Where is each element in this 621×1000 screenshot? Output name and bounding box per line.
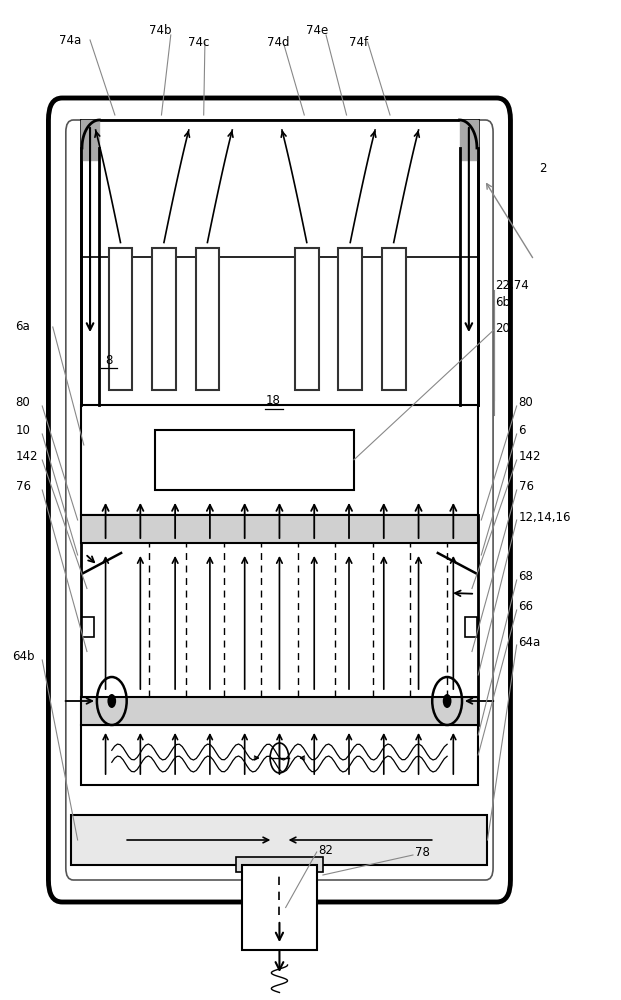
Text: 74e: 74e [306,23,328,36]
Text: 68: 68 [519,570,533,584]
FancyBboxPatch shape [48,98,510,902]
Text: 6: 6 [519,424,526,438]
Text: 6a: 6a [16,320,30,334]
Text: 64b: 64b [12,650,35,664]
Bar [81,120,478,405]
Text: 74f: 74f [349,35,368,48]
Text: 18: 18 [266,393,281,406]
Bar [71,815,487,865]
Bar [196,247,219,390]
Text: 142: 142 [16,450,38,464]
Text: 74d: 74d [267,35,289,48]
Text: 8: 8 [105,354,112,366]
Bar [338,247,362,390]
Text: 78: 78 [415,846,430,858]
Bar [155,430,354,490]
Text: 22,74: 22,74 [495,279,528,292]
Text: 142: 142 [519,450,541,464]
Bar [81,697,478,725]
Bar [152,247,176,390]
Bar [109,247,132,390]
Text: 66: 66 [519,600,533,613]
Text: 12,14,16: 12,14,16 [519,510,571,524]
Text: 76: 76 [16,481,30,493]
Text: 64a: 64a [519,636,541,648]
Polygon shape [81,120,99,160]
Bar [236,857,323,872]
Text: 74b: 74b [149,23,171,36]
Text: 80: 80 [16,396,30,410]
Bar [81,725,478,785]
Text: 6b: 6b [495,296,510,310]
Bar [81,515,478,725]
Text: 74c: 74c [188,35,209,48]
Text: 20: 20 [495,322,510,336]
Text: 74a: 74a [59,33,81,46]
Circle shape [443,694,451,708]
Text: 2: 2 [539,161,546,174]
Bar [382,247,406,390]
Bar [81,405,478,515]
Text: 80: 80 [519,396,533,410]
Bar [295,247,319,390]
Text: 76: 76 [519,481,533,493]
Circle shape [107,694,116,708]
Bar [465,617,477,637]
Bar [242,865,317,950]
Text: 82: 82 [319,844,333,856]
Bar [81,515,478,543]
Bar [82,617,94,637]
Text: 10: 10 [16,424,30,438]
Polygon shape [460,120,478,160]
